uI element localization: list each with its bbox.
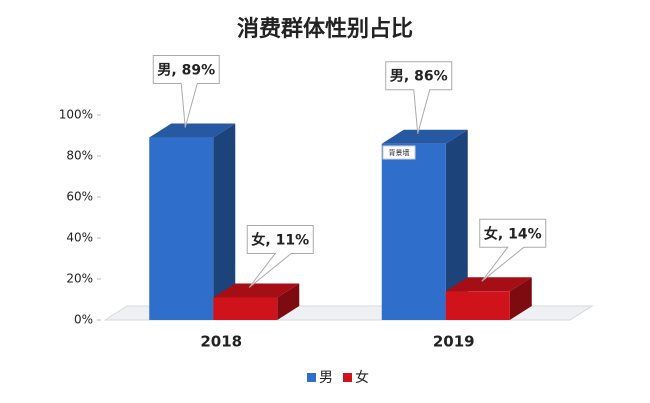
x-tick-label: 2019 <box>433 333 475 351</box>
data-label: 女, 14% <box>484 225 542 242</box>
bar <box>445 291 510 320</box>
bar-side <box>445 129 468 320</box>
bar-top <box>149 123 236 138</box>
bar-side <box>509 277 532 320</box>
callout-box <box>385 61 453 134</box>
y-tick-label: 0% <box>74 313 93 327</box>
y-tick-label: 60% <box>66 190 93 204</box>
legend-label: 男 <box>319 370 333 386</box>
bar <box>381 143 446 320</box>
legend-label: 女 <box>355 369 369 386</box>
bar-top <box>381 129 468 144</box>
annotation: 背景墙 <box>389 148 410 157</box>
y-tick-label: 100% <box>59 108 93 122</box>
annotation-box <box>382 145 416 160</box>
bar-top <box>213 283 300 298</box>
bar <box>149 137 214 320</box>
data-label: 男, 89% <box>157 63 215 79</box>
data-label: 男, 86% <box>390 69 448 85</box>
data-label: 女, 11% <box>251 231 309 248</box>
legend-swatch <box>307 373 316 382</box>
y-tick-label: 20% <box>66 272 93 286</box>
x-tick-label: 2018 <box>200 333 242 351</box>
callout-box <box>479 218 547 282</box>
callout-box <box>246 224 314 288</box>
bar-side <box>277 283 300 320</box>
y-tick-label: 40% <box>66 231 93 245</box>
bar-top <box>445 277 532 292</box>
callout-box <box>152 55 220 128</box>
chart-title: 消费群体性别占比 <box>237 16 413 42</box>
bar-side <box>213 123 236 320</box>
bar <box>213 297 278 320</box>
y-tick-label: 80% <box>66 149 93 163</box>
legend-swatch <box>343 373 352 382</box>
